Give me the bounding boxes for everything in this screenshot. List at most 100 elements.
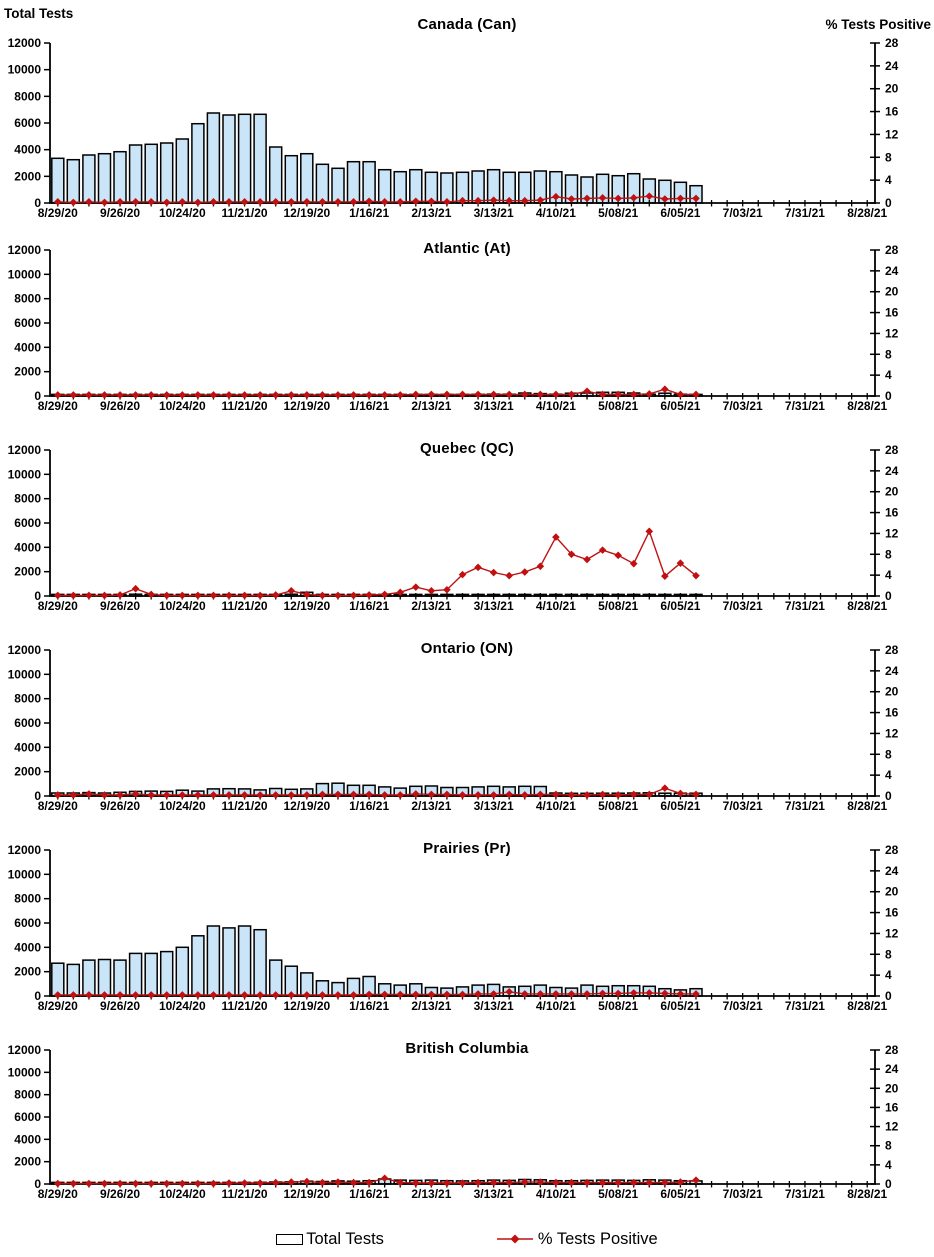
svg-text:6000: 6000 bbox=[14, 1110, 41, 1124]
plot-atlantic: 0 2000 4000 6000 8000 10000 12000 0 4 8 12 16 20 24 28… bbox=[8, 243, 899, 413]
svg-text:4000: 4000 bbox=[14, 740, 41, 754]
svg-text:28: 28 bbox=[885, 643, 899, 657]
svg-text:4: 4 bbox=[885, 768, 892, 782]
svg-text:0: 0 bbox=[34, 389, 41, 403]
svg-text:24: 24 bbox=[885, 464, 899, 478]
chart-quebec: Quebec (QC) 0 2000 4000 6000 8000 10000 12000 0… bbox=[0, 436, 934, 636]
svg-text:6000: 6000 bbox=[14, 916, 41, 930]
svg-text:8000: 8000 bbox=[14, 492, 41, 506]
svg-text:6/05/21: 6/05/21 bbox=[660, 206, 700, 220]
svg-text:8: 8 bbox=[885, 1139, 892, 1153]
svg-text:7/31/21: 7/31/21 bbox=[785, 399, 825, 413]
svg-text:12/19/20: 12/19/20 bbox=[283, 599, 330, 613]
svg-text:7/03/21: 7/03/21 bbox=[723, 999, 763, 1013]
svg-text:8: 8 bbox=[885, 947, 892, 961]
svg-text:8: 8 bbox=[885, 747, 892, 761]
svg-text:5/08/21: 5/08/21 bbox=[598, 799, 638, 813]
svg-text:16: 16 bbox=[885, 706, 899, 720]
svg-text:1/16/21: 1/16/21 bbox=[349, 999, 389, 1013]
svg-text:20: 20 bbox=[885, 285, 899, 299]
svg-text:16: 16 bbox=[885, 105, 899, 119]
svg-text:10000: 10000 bbox=[8, 1065, 42, 1079]
svg-text:16: 16 bbox=[885, 906, 899, 920]
svg-text:4000: 4000 bbox=[14, 143, 41, 157]
svg-text:6/05/21: 6/05/21 bbox=[660, 599, 700, 613]
svg-text:3/13/21: 3/13/21 bbox=[474, 799, 514, 813]
svg-text:0: 0 bbox=[885, 989, 892, 1003]
svg-text:3/13/21: 3/13/21 bbox=[474, 399, 514, 413]
svg-text:10000: 10000 bbox=[8, 867, 42, 881]
svg-text:8/28/21: 8/28/21 bbox=[847, 1187, 887, 1201]
legend-item-pct-positive: % Tests Positive bbox=[496, 1230, 658, 1249]
plot-ontario: 0 2000 4000 6000 8000 10000 12000 0 4 8 12 16 20 24 28… bbox=[8, 643, 899, 813]
svg-text:4/10/21: 4/10/21 bbox=[536, 206, 576, 220]
svg-text:10/24/20: 10/24/20 bbox=[159, 599, 206, 613]
svg-text:2/13/21: 2/13/21 bbox=[411, 799, 451, 813]
svg-text:0: 0 bbox=[34, 1177, 41, 1191]
svg-text:5/08/21: 5/08/21 bbox=[598, 399, 638, 413]
svg-text:4: 4 bbox=[885, 568, 892, 582]
svg-text:4/10/21: 4/10/21 bbox=[536, 999, 576, 1013]
svg-text:1/16/21: 1/16/21 bbox=[349, 799, 389, 813]
svg-text:12: 12 bbox=[885, 726, 899, 740]
svg-text:4/10/21: 4/10/21 bbox=[536, 799, 576, 813]
svg-text:12000: 12000 bbox=[8, 1043, 42, 1057]
svg-text:2000: 2000 bbox=[14, 365, 41, 379]
svg-text:8/28/21: 8/28/21 bbox=[847, 799, 887, 813]
svg-text:10000: 10000 bbox=[8, 467, 42, 481]
svg-text:10/24/20: 10/24/20 bbox=[159, 999, 206, 1013]
legend-pct-positive-label: % Tests Positive bbox=[537, 1229, 658, 1248]
svg-text:5/08/21: 5/08/21 bbox=[598, 1187, 638, 1201]
svg-text:8000: 8000 bbox=[14, 89, 41, 103]
left-axis-title: Total Tests bbox=[4, 6, 74, 21]
svg-text:12: 12 bbox=[885, 326, 899, 340]
svg-text:11/21/20: 11/21/20 bbox=[222, 399, 268, 413]
svg-text:9/26/20: 9/26/20 bbox=[100, 206, 140, 220]
svg-text:1/16/21: 1/16/21 bbox=[349, 399, 389, 413]
svg-text:8/29/20: 8/29/20 bbox=[38, 206, 78, 220]
svg-text:4000: 4000 bbox=[14, 1132, 41, 1146]
svg-text:4: 4 bbox=[885, 968, 892, 982]
svg-text:12000: 12000 bbox=[8, 643, 42, 657]
svg-text:20: 20 bbox=[885, 1081, 899, 1095]
svg-text:2/13/21: 2/13/21 bbox=[411, 399, 451, 413]
plot-quebec: 0 2000 4000 6000 8000 10000 12000 0 4 8 12 16 20 24 28… bbox=[8, 443, 899, 613]
svg-text:16: 16 bbox=[885, 1100, 899, 1114]
svg-text:0: 0 bbox=[885, 589, 892, 603]
svg-text:9/26/20: 9/26/20 bbox=[100, 1187, 140, 1201]
svg-text:28: 28 bbox=[885, 1043, 899, 1057]
legend-total-tests-label: Total Tests bbox=[306, 1229, 384, 1248]
svg-text:4000: 4000 bbox=[14, 940, 41, 954]
svg-text:10000: 10000 bbox=[8, 667, 42, 681]
svg-text:20: 20 bbox=[885, 485, 899, 499]
svg-text:3/13/21: 3/13/21 bbox=[474, 206, 514, 220]
svg-text:2000: 2000 bbox=[14, 169, 41, 183]
svg-text:10/24/20: 10/24/20 bbox=[159, 1187, 206, 1201]
svg-text:12000: 12000 bbox=[8, 443, 42, 457]
svg-text:6000: 6000 bbox=[14, 316, 41, 330]
svg-text:4000: 4000 bbox=[14, 540, 41, 554]
svg-text:8: 8 bbox=[885, 150, 892, 164]
svg-text:24: 24 bbox=[885, 664, 899, 678]
svg-text:24: 24 bbox=[885, 264, 899, 278]
svg-text:28: 28 bbox=[885, 36, 899, 50]
svg-text:16: 16 bbox=[885, 506, 899, 520]
svg-text:12/19/20: 12/19/20 bbox=[283, 999, 330, 1013]
svg-text:10000: 10000 bbox=[8, 63, 42, 77]
svg-text:8000: 8000 bbox=[14, 1088, 41, 1102]
svg-text:10/24/20: 10/24/20 bbox=[159, 206, 206, 220]
svg-text:0: 0 bbox=[885, 1177, 892, 1191]
chart-prairies: Prairies (Pr) 0 2000 4000 6000 8000 10000 1200… bbox=[0, 836, 934, 1036]
svg-text:12/19/20: 12/19/20 bbox=[283, 1187, 330, 1201]
svg-text:1/16/21: 1/16/21 bbox=[349, 1187, 389, 1201]
svg-text:11/21/20: 11/21/20 bbox=[222, 999, 268, 1013]
svg-text:12: 12 bbox=[885, 526, 899, 540]
svg-text:0: 0 bbox=[34, 589, 41, 603]
svg-text:8/28/21: 8/28/21 bbox=[847, 599, 887, 613]
svg-text:7/03/21: 7/03/21 bbox=[723, 599, 763, 613]
plot-british-columbia: 0 2000 4000 6000 8000 10000 12000 0 4 8 12 16 20 24 28… bbox=[8, 1043, 899, 1201]
svg-text:4/10/21: 4/10/21 bbox=[536, 599, 576, 613]
svg-text:0: 0 bbox=[885, 789, 892, 803]
svg-text:8/29/20: 8/29/20 bbox=[38, 599, 78, 613]
svg-text:8/28/21: 8/28/21 bbox=[847, 399, 887, 413]
